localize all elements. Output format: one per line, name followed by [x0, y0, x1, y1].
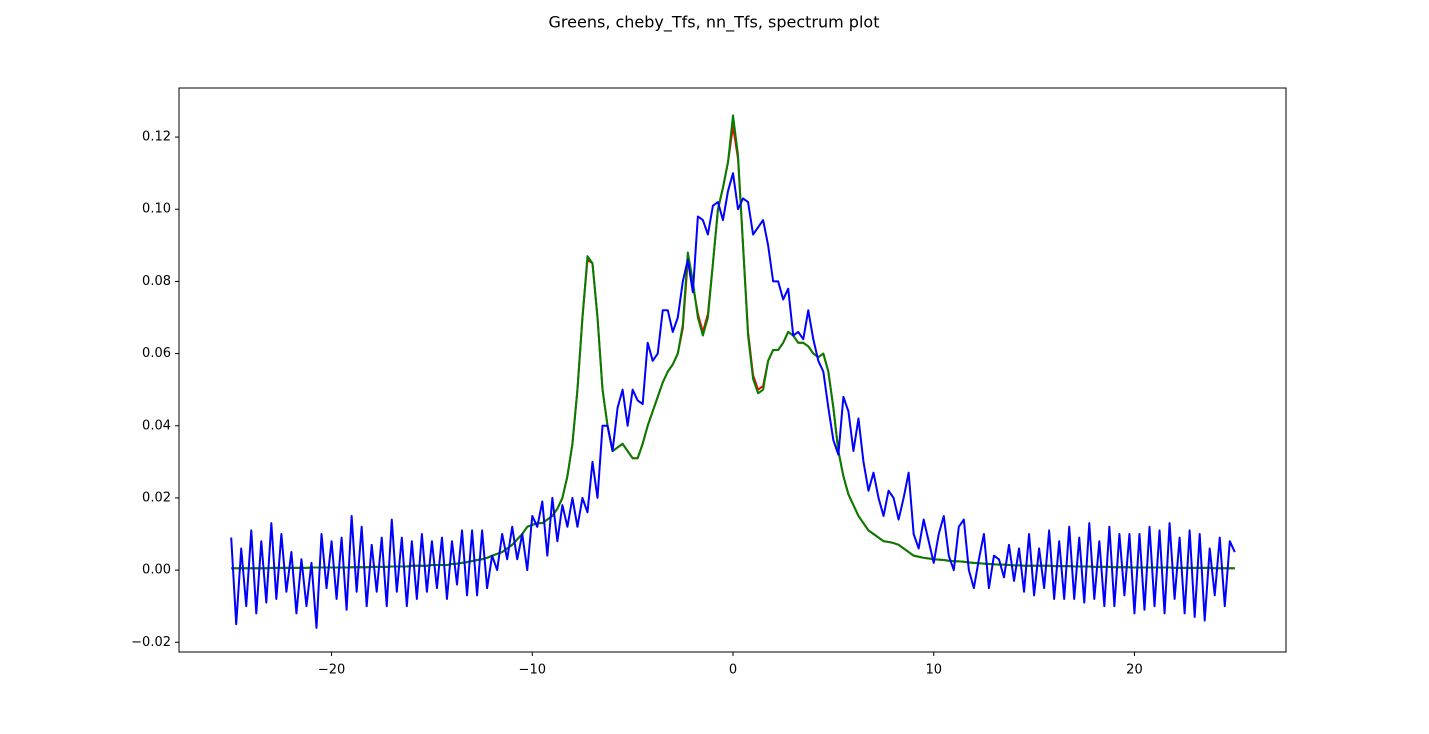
x-tick-label: −10: [519, 663, 546, 678]
y-tick-label: 0.00: [142, 563, 171, 578]
plot-area: [230, 114, 1236, 629]
x-tick-label: −20: [318, 663, 345, 678]
axes-frame: [178, 87, 1287, 653]
series-line: [230, 172, 1236, 629]
y-tick-label: 0.06: [142, 346, 171, 361]
x-tick-label: 0: [729, 663, 737, 678]
series-line: [231, 125, 1235, 570]
x-tick-label: 20: [1126, 663, 1143, 678]
series-line: [231, 114, 1235, 570]
y-tick-label: 0.10: [142, 202, 171, 217]
y-tick-label: 0.04: [142, 418, 171, 433]
y-tick-label: −0.02: [131, 635, 171, 650]
y-tick-label: 0.12: [142, 130, 171, 145]
x-tick-label: 10: [925, 663, 942, 678]
y-tick-label: 0.02: [142, 490, 171, 505]
chart-title: Greens, cheby_Tfs, nn_Tfs, spectrum plot: [549, 13, 880, 33]
y-tick-label: 0.08: [142, 274, 171, 289]
